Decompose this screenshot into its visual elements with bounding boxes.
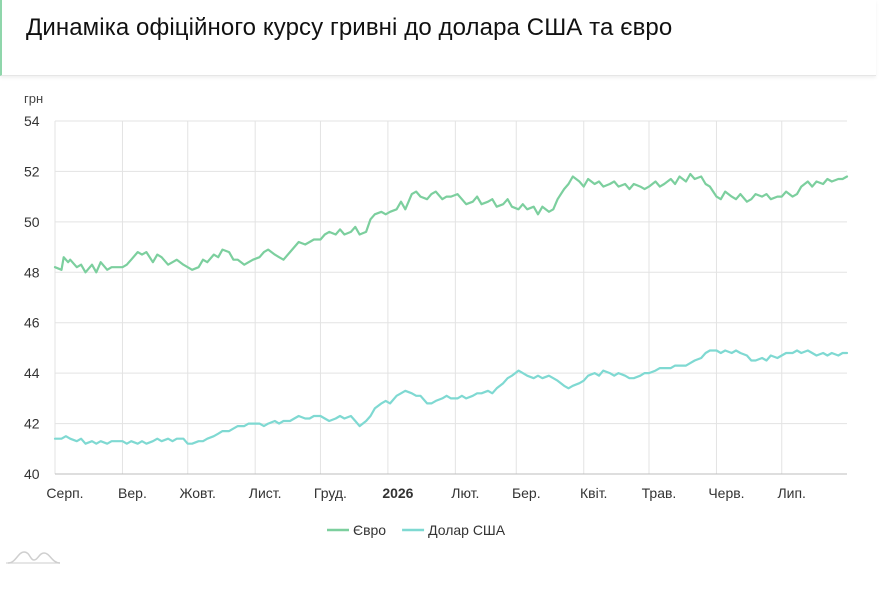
x-tick-label: Трав. xyxy=(642,485,677,501)
y-axis-unit: грн xyxy=(24,91,43,106)
y-tick-label: 54 xyxy=(24,113,40,129)
x-tick-label: 2026 xyxy=(382,485,413,501)
x-tick-label: Квіт. xyxy=(580,485,607,501)
y-tick-label: 50 xyxy=(24,214,40,230)
legend-label: Євро xyxy=(353,522,386,538)
legend-item-0[interactable]: Євро xyxy=(327,522,386,538)
title-bar: Динаміка офіційного курсу гривні до дола… xyxy=(0,0,876,76)
series-line-0 xyxy=(53,172,849,274)
y-tick-label: 44 xyxy=(24,365,40,381)
chart-title: Динаміка офіційного курсу гривні до дола… xyxy=(26,14,673,41)
legend-label: Долар США xyxy=(428,522,506,538)
y-tick-label: 40 xyxy=(24,466,40,482)
y-tick-label: 42 xyxy=(24,416,40,432)
legend-item-1[interactable]: Долар США xyxy=(402,522,506,538)
x-tick-label: Лист. xyxy=(249,485,282,501)
x-tick-label: Жовт. xyxy=(180,485,216,501)
series-lines xyxy=(53,172,849,445)
logo-icon xyxy=(6,551,61,564)
x-tick-label: Вер. xyxy=(118,485,147,501)
line-chart: 40 42 44 46 48 50 52 54 Серп. Вер. Жовт. Лист. Груд.… xyxy=(24,91,849,538)
x-tick-label: Лип. xyxy=(777,485,805,501)
x-tick-label: Серп. xyxy=(46,485,83,501)
axes: 40 42 44 46 48 50 52 54 Серп. Вер. Жовт. Лист. Груд.… xyxy=(24,91,847,501)
y-tick-label: 48 xyxy=(24,264,40,280)
x-tick-label: Лют. xyxy=(451,485,479,501)
x-tick-label: Бер. xyxy=(512,485,541,501)
x-tick-label: Груд. xyxy=(314,485,347,501)
y-tick-label: 46 xyxy=(24,315,40,331)
legend: Євро Долар США xyxy=(327,522,506,538)
grid xyxy=(54,120,847,475)
y-tick-label: 52 xyxy=(24,163,40,179)
x-tick-label: Черв. xyxy=(708,485,744,501)
series-line-1 xyxy=(53,349,849,445)
